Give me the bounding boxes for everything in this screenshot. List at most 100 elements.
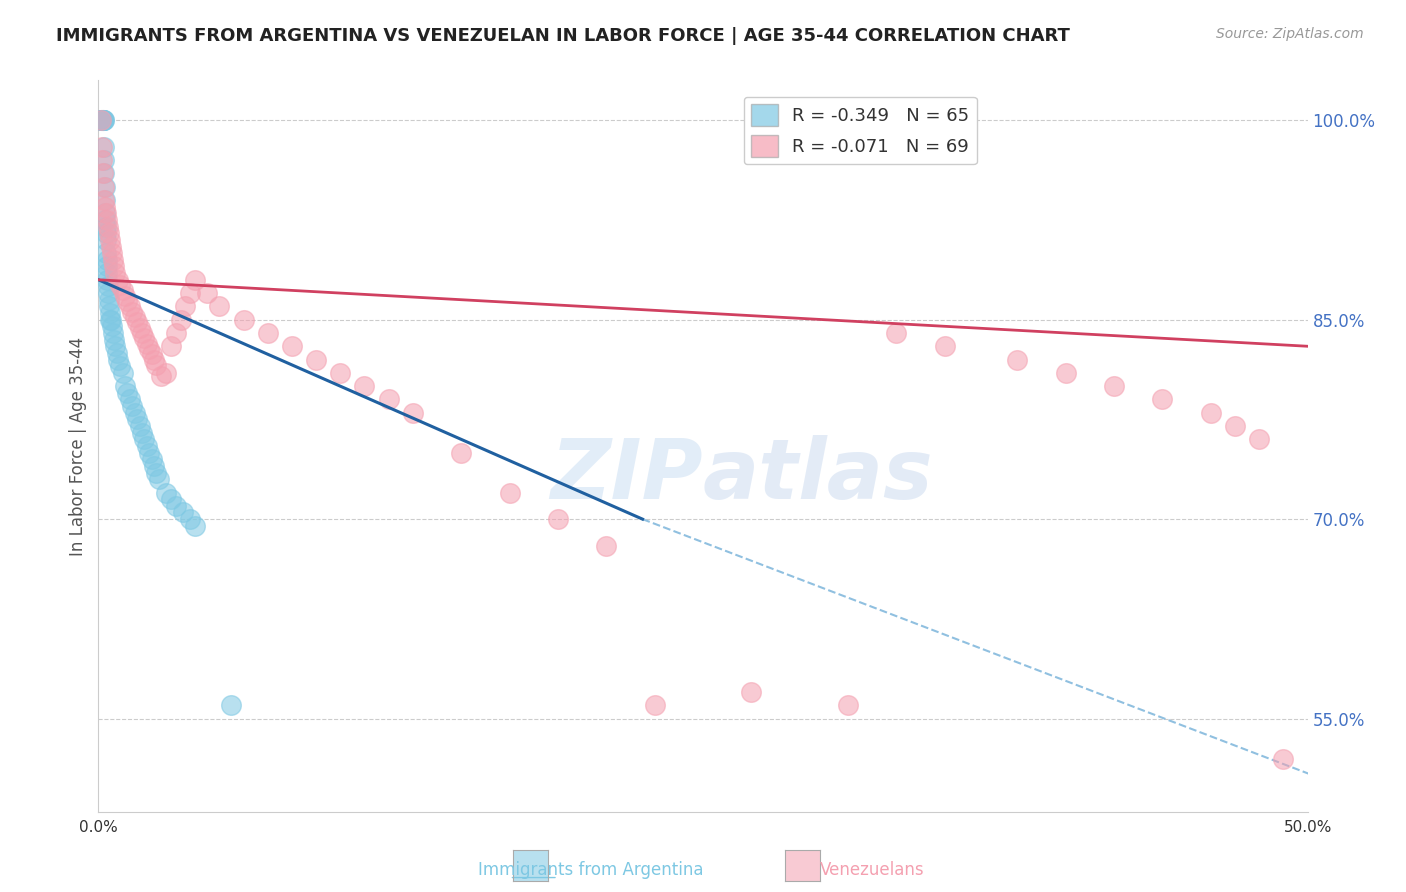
Point	[93, 113, 115, 128]
Point	[117, 385, 139, 400]
Point	[165, 326, 187, 340]
Point	[143, 458, 166, 473]
Point	[94, 206, 117, 220]
Point	[179, 286, 201, 301]
Point	[93, 113, 115, 128]
Point	[101, 326, 124, 340]
Point	[100, 312, 122, 326]
Point	[91, 153, 114, 167]
Point	[143, 352, 166, 367]
Point	[98, 299, 121, 313]
Point	[1199, 406, 1222, 420]
Point	[94, 226, 117, 240]
Point	[160, 339, 183, 353]
Point	[101, 252, 124, 267]
Point	[305, 352, 328, 367]
Point	[281, 339, 304, 353]
Point	[148, 472, 170, 486]
Point	[1152, 392, 1174, 407]
Point	[96, 252, 118, 267]
Point	[837, 698, 859, 713]
Point	[128, 320, 150, 334]
Point	[97, 279, 120, 293]
Point	[353, 379, 375, 393]
Point	[141, 347, 163, 361]
Point	[886, 326, 908, 340]
Point	[131, 425, 153, 440]
Point	[134, 433, 156, 447]
Point	[108, 359, 131, 374]
Point	[135, 336, 157, 351]
Point	[118, 392, 141, 407]
Point	[100, 246, 122, 260]
Point	[145, 358, 167, 372]
Point	[90, 113, 112, 128]
Point	[644, 698, 666, 713]
Point	[107, 352, 129, 367]
Point	[98, 312, 121, 326]
Point	[96, 213, 118, 227]
Point	[221, 698, 243, 713]
Point	[97, 226, 120, 240]
Point	[98, 233, 121, 247]
Point	[1223, 419, 1246, 434]
Point	[97, 219, 120, 234]
Point	[118, 299, 141, 313]
Point	[135, 439, 157, 453]
Point	[90, 140, 112, 154]
Point	[91, 113, 114, 128]
Point	[104, 339, 127, 353]
Point	[402, 406, 425, 420]
Point	[94, 193, 117, 207]
Point	[117, 293, 139, 308]
Point	[93, 179, 115, 194]
Point	[94, 206, 117, 220]
Point	[155, 485, 177, 500]
Text: atlas: atlas	[703, 434, 934, 516]
Point	[121, 399, 143, 413]
Y-axis label: In Labor Force | Age 35-44: In Labor Force | Age 35-44	[69, 336, 87, 556]
Point	[108, 278, 131, 293]
Point	[90, 113, 112, 128]
Point	[91, 113, 114, 128]
Point	[93, 179, 115, 194]
Point	[160, 492, 183, 507]
Legend: R = -0.349   N = 65, R = -0.071   N = 69: R = -0.349 N = 65, R = -0.071 N = 69	[744, 96, 977, 164]
Point	[96, 233, 118, 247]
Point	[91, 166, 114, 180]
Point	[103, 333, 125, 347]
Point	[96, 246, 118, 260]
Point	[155, 366, 177, 380]
Point	[134, 331, 156, 345]
Point	[93, 153, 115, 167]
Point	[91, 113, 114, 128]
Point	[93, 140, 115, 154]
Point	[121, 304, 143, 318]
Point	[131, 326, 153, 340]
Point	[740, 685, 762, 699]
Point	[232, 312, 254, 326]
Point	[128, 419, 150, 434]
Point	[100, 239, 122, 253]
Text: IMMIGRANTS FROM ARGENTINA VS VENEZUELAN IN LABOR FORCE | AGE 35-44 CORRELATION C: IMMIGRANTS FROM ARGENTINA VS VENEZUELAN …	[56, 27, 1070, 45]
Point	[94, 200, 117, 214]
Point	[104, 266, 127, 280]
Point	[498, 485, 520, 500]
Point	[90, 113, 112, 128]
Point	[105, 346, 128, 360]
Text: Venezuelans: Venezuelans	[820, 861, 924, 879]
Point	[595, 539, 617, 553]
Point	[114, 379, 136, 393]
Point	[93, 166, 115, 180]
Point	[141, 452, 163, 467]
Point	[169, 312, 191, 326]
Point	[96, 266, 118, 280]
Point	[96, 260, 118, 274]
Point	[150, 368, 173, 383]
Point	[179, 512, 201, 526]
Point	[138, 445, 160, 459]
Point	[127, 315, 149, 329]
Point	[1249, 433, 1271, 447]
Point	[111, 366, 134, 380]
Point	[195, 286, 218, 301]
